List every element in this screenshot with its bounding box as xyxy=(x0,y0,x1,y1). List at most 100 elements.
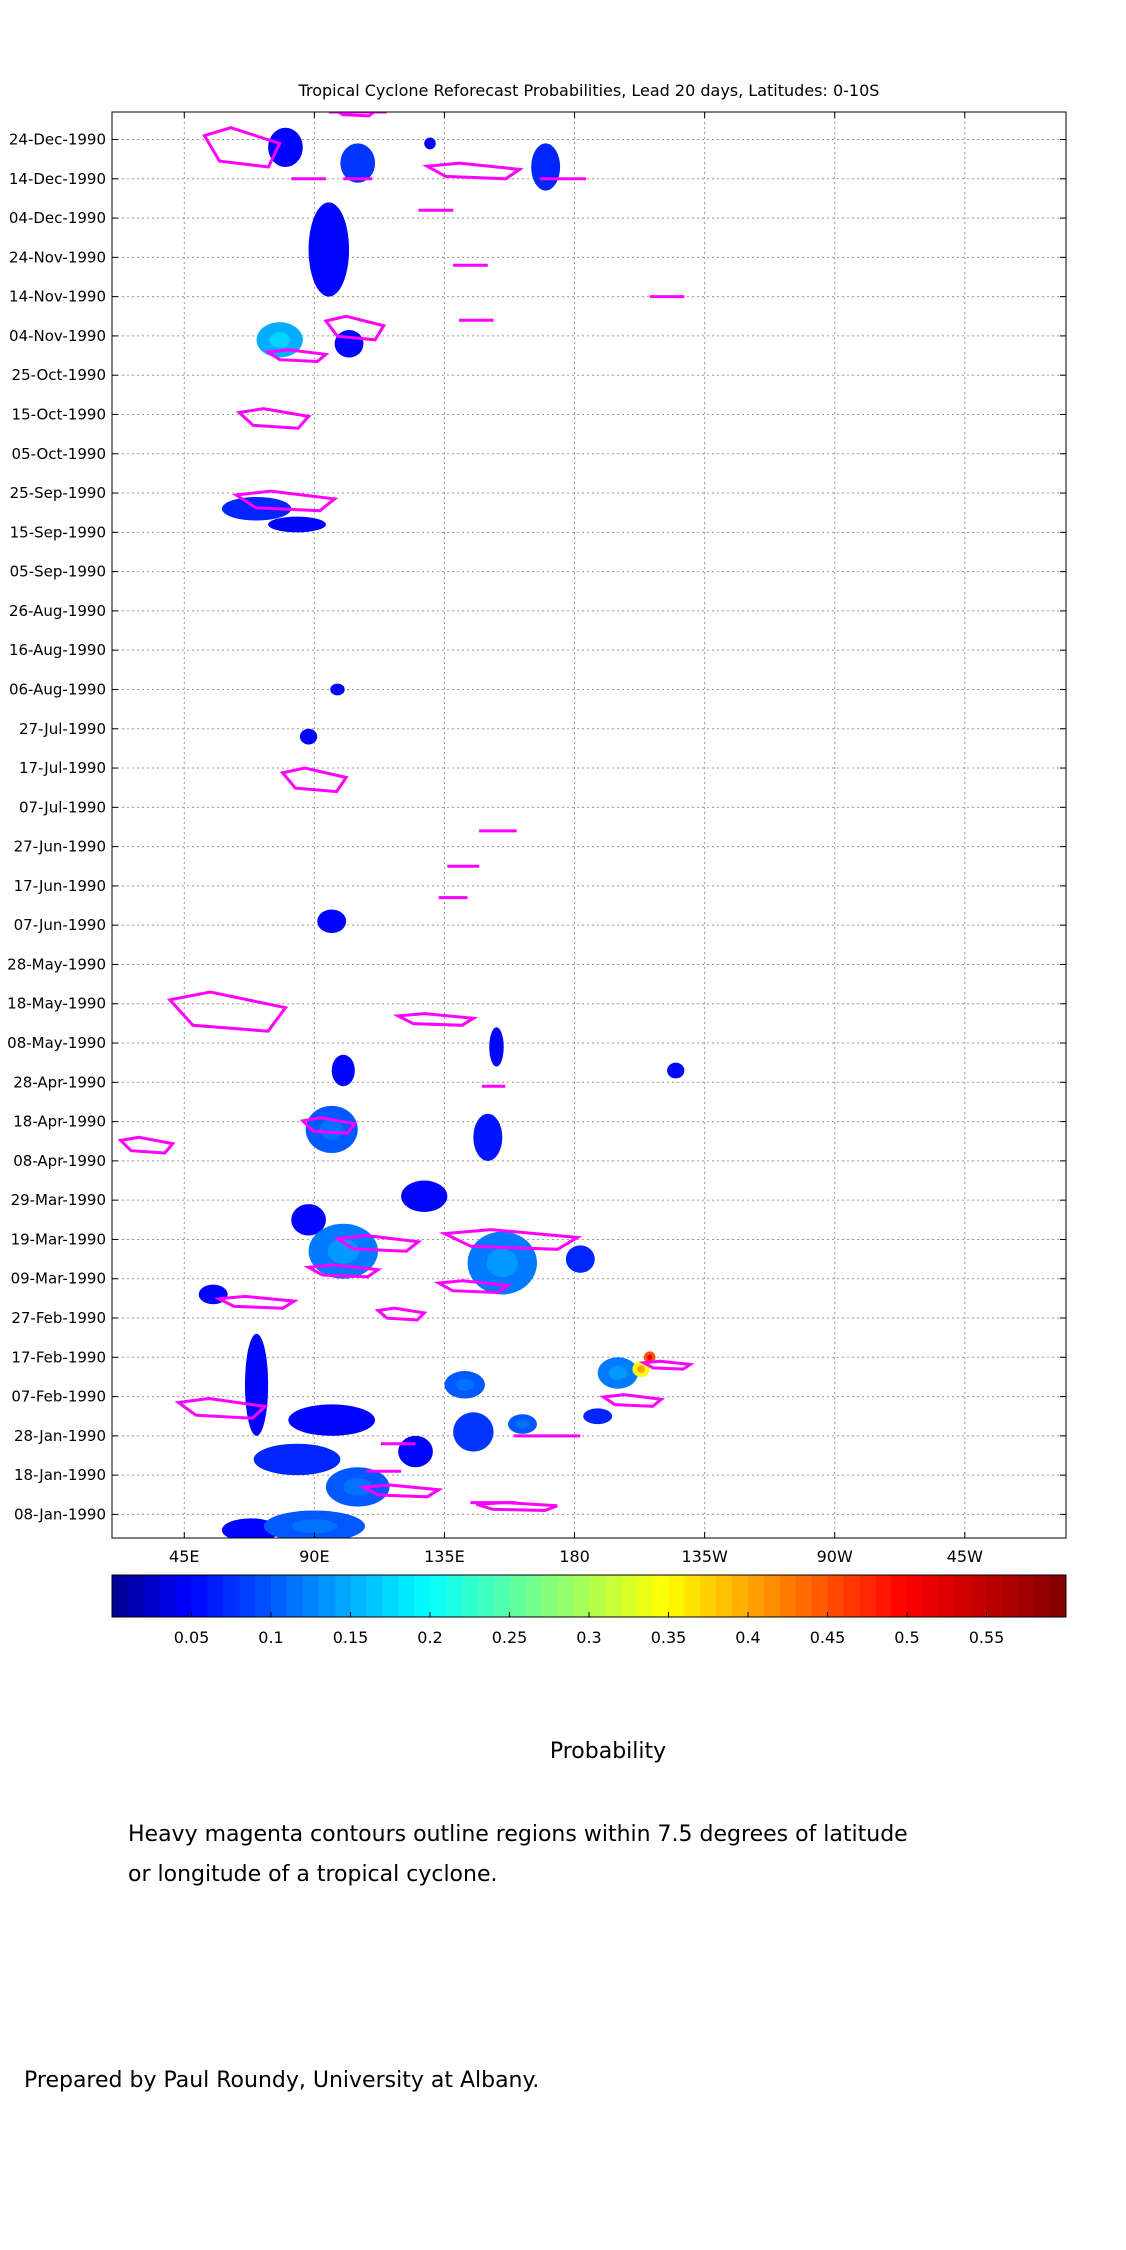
probability-core xyxy=(455,1378,474,1391)
y-tick-label: 24-Dec-1990 xyxy=(9,130,106,148)
colorbar-tick-label: 0.5 xyxy=(894,1628,919,1647)
y-tick-label: 07-Jun-1990 xyxy=(14,916,106,934)
cyclone-contour xyxy=(202,126,282,169)
colorbar-cell xyxy=(589,1575,606,1617)
colorbar-cell xyxy=(938,1575,956,1617)
probability-blob xyxy=(340,143,376,183)
colorbar-cell xyxy=(143,1575,161,1617)
probability-core xyxy=(291,1519,338,1534)
colorbar-cell xyxy=(509,1575,526,1617)
cyclone-contour xyxy=(231,489,339,513)
y-tick-label: 17-Feb-1990 xyxy=(11,1348,106,1366)
cyclone-contour xyxy=(279,766,349,794)
cyclone-contours xyxy=(117,112,695,1513)
y-tick-label: 15-Oct-1990 xyxy=(12,405,106,423)
cyclone-contour xyxy=(213,1294,299,1310)
probability-blob xyxy=(288,1404,376,1436)
y-tick-label: 28-Apr-1990 xyxy=(13,1073,106,1091)
y-tick-label: 05-Oct-1990 xyxy=(12,445,106,463)
cyclone-contour xyxy=(599,1393,665,1408)
colorbar-tick-label: 0.45 xyxy=(810,1628,846,1647)
colorbar-cell xyxy=(430,1575,447,1617)
colorbar-cell xyxy=(922,1575,940,1617)
colorbar-cell xyxy=(779,1575,797,1617)
colorbar-cell xyxy=(239,1575,256,1617)
cyclone-contour xyxy=(323,314,387,342)
probability-blob xyxy=(583,1408,613,1425)
cyclone-contour xyxy=(438,1228,583,1251)
colorbar: 0.05 0.1 0.15 0.2 0.25 0.3 0.35 0.4 0.45 0.5 0.55 xyxy=(111,1574,1067,1647)
colorbar-cell xyxy=(1050,1575,1067,1617)
cyclone-contour xyxy=(174,1396,269,1420)
colorbar-cell xyxy=(191,1575,208,1617)
colorbar-cell xyxy=(1002,1575,1019,1617)
colorbar-cell xyxy=(970,1575,987,1617)
colorbar-cell xyxy=(255,1575,272,1617)
cyclone-contour xyxy=(422,161,524,181)
cyclone-contour xyxy=(335,112,377,118)
cyclone-contour xyxy=(358,1483,444,1499)
x-tick-label: 180 xyxy=(559,1547,590,1566)
colorbar-cell xyxy=(1018,1575,1035,1617)
cyclone-contour xyxy=(433,1279,513,1295)
colorbar-cell xyxy=(493,1575,510,1617)
y-tick-label: 25-Oct-1990 xyxy=(12,366,106,384)
cyclone-contour xyxy=(638,1359,695,1371)
cyclone-contour xyxy=(333,1233,423,1253)
tc-reforecast-figure: Tropical Cyclone Reforecast Probabilitie… xyxy=(7,81,1067,1764)
cyclone-contour xyxy=(117,1135,176,1155)
colorbar-cell xyxy=(223,1575,240,1617)
colorbar-cell xyxy=(859,1575,876,1617)
probability-blob xyxy=(401,1180,448,1212)
probability-core xyxy=(608,1365,628,1381)
chart-title: Tropical Cyclone Reforecast Probabilitie… xyxy=(298,81,880,100)
probability-field xyxy=(198,127,685,1538)
colorbar-cell xyxy=(1034,1575,1051,1617)
y-tick-label: 29-Mar-1990 xyxy=(11,1191,106,1209)
y-tick-label: 07-Jul-1990 xyxy=(19,798,106,816)
probability-blob xyxy=(330,683,345,696)
colorbar-cell xyxy=(811,1575,828,1617)
colorbar-cell xyxy=(636,1575,654,1617)
colorbar-cell xyxy=(271,1575,288,1617)
colorbar-cell xyxy=(398,1575,415,1617)
y-tick-label: 27-Feb-1990 xyxy=(11,1309,106,1327)
y-tick-label: 17-Jun-1990 xyxy=(14,877,106,895)
colorbar-cell xyxy=(557,1575,574,1617)
probability-blob xyxy=(291,1204,326,1236)
y-tick-label: 28-Jan-1990 xyxy=(14,1427,106,1445)
x-tick-label: 90W xyxy=(817,1547,853,1566)
colorbar-cell xyxy=(763,1575,781,1617)
colorbar-cell xyxy=(732,1575,749,1617)
colorbar-tick-label: 0.55 xyxy=(969,1628,1005,1647)
x-axis: 45E 90E 135E 180 135W 90W 45W xyxy=(169,112,983,1566)
contour-explanation-line1: Heavy magenta contours outline regions w… xyxy=(128,1822,908,1847)
x-tick-label: 135E xyxy=(424,1547,465,1566)
cyclone-contour xyxy=(303,1263,383,1279)
y-tick-label: 19-Mar-1990 xyxy=(11,1230,106,1248)
colorbar-tick-label: 0.35 xyxy=(651,1628,687,1647)
probability-blob xyxy=(334,330,364,358)
colorbar-cell xyxy=(795,1575,813,1617)
probability-blob xyxy=(424,137,436,150)
probability-blob xyxy=(453,1412,494,1452)
probability-blob xyxy=(398,1435,433,1468)
colorbar-cell xyxy=(827,1575,844,1617)
y-tick-label: 24-Nov-1990 xyxy=(9,248,106,266)
y-tick-label: 14-Dec-1990 xyxy=(9,170,106,188)
colorbar-cell xyxy=(159,1575,177,1617)
y-tick-label: 18-May-1990 xyxy=(7,995,106,1013)
y-tick-label: 04-Nov-1990 xyxy=(9,327,106,345)
plot-frame xyxy=(111,111,1067,1539)
colorbar-cell xyxy=(541,1575,558,1617)
colorbar-cell xyxy=(207,1575,224,1617)
probability-blob xyxy=(244,1333,269,1436)
probability-core xyxy=(320,1118,344,1141)
probability-core xyxy=(516,1419,530,1429)
y-tick-label: 26-Aug-1990 xyxy=(9,602,106,620)
probability-core xyxy=(327,1238,359,1264)
colorbar-cell xyxy=(175,1575,192,1617)
probability-blob xyxy=(268,127,303,167)
y-tick-label: 08-Jan-1990 xyxy=(14,1505,106,1523)
colorbar-cell xyxy=(652,1575,669,1617)
